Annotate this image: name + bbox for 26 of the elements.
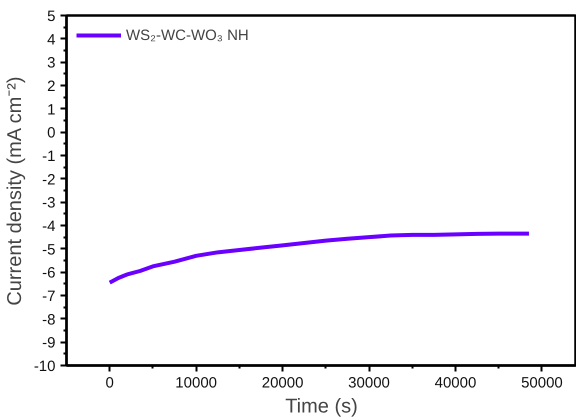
y-tick-label: 5: [47, 8, 56, 25]
y-tick-label: -8: [42, 311, 56, 328]
y-tick-label: -4: [42, 218, 56, 235]
x-tick-label: 40000: [434, 374, 476, 392]
x-tick-label: 20000: [262, 374, 304, 392]
x-tick-label: 0: [106, 374, 114, 392]
y-tick-label: 0: [47, 124, 56, 142]
y-tick-label: -5: [42, 241, 56, 258]
y-tick-label: 4: [47, 31, 56, 48]
legend-label: WS₂-WC-WO₃ NH: [126, 26, 249, 44]
x-tick-label: 30000: [348, 374, 390, 392]
y-axis-title: Current density (mA cm⁻²): [4, 76, 26, 306]
y-tick-label: 1: [47, 101, 56, 118]
y-tick-label: -2: [42, 171, 56, 188]
line-series: [108, 232, 531, 285]
y-tick-label: -9: [42, 334, 56, 352]
x-tick-label: 10000: [175, 374, 218, 392]
x-tick-label: 50000: [521, 374, 563, 392]
y-tick-label: -3: [42, 194, 56, 212]
y-tick-label: -7: [42, 288, 56, 305]
x-axis-title: Time (s): [285, 396, 358, 418]
y-tick-label: 3: [47, 54, 56, 72]
y-tick-label: -10: [34, 358, 56, 375]
y-tick-label: -1: [42, 148, 56, 165]
y-tick-label: 2: [47, 78, 56, 95]
y-tick-label: -6: [42, 264, 56, 282]
